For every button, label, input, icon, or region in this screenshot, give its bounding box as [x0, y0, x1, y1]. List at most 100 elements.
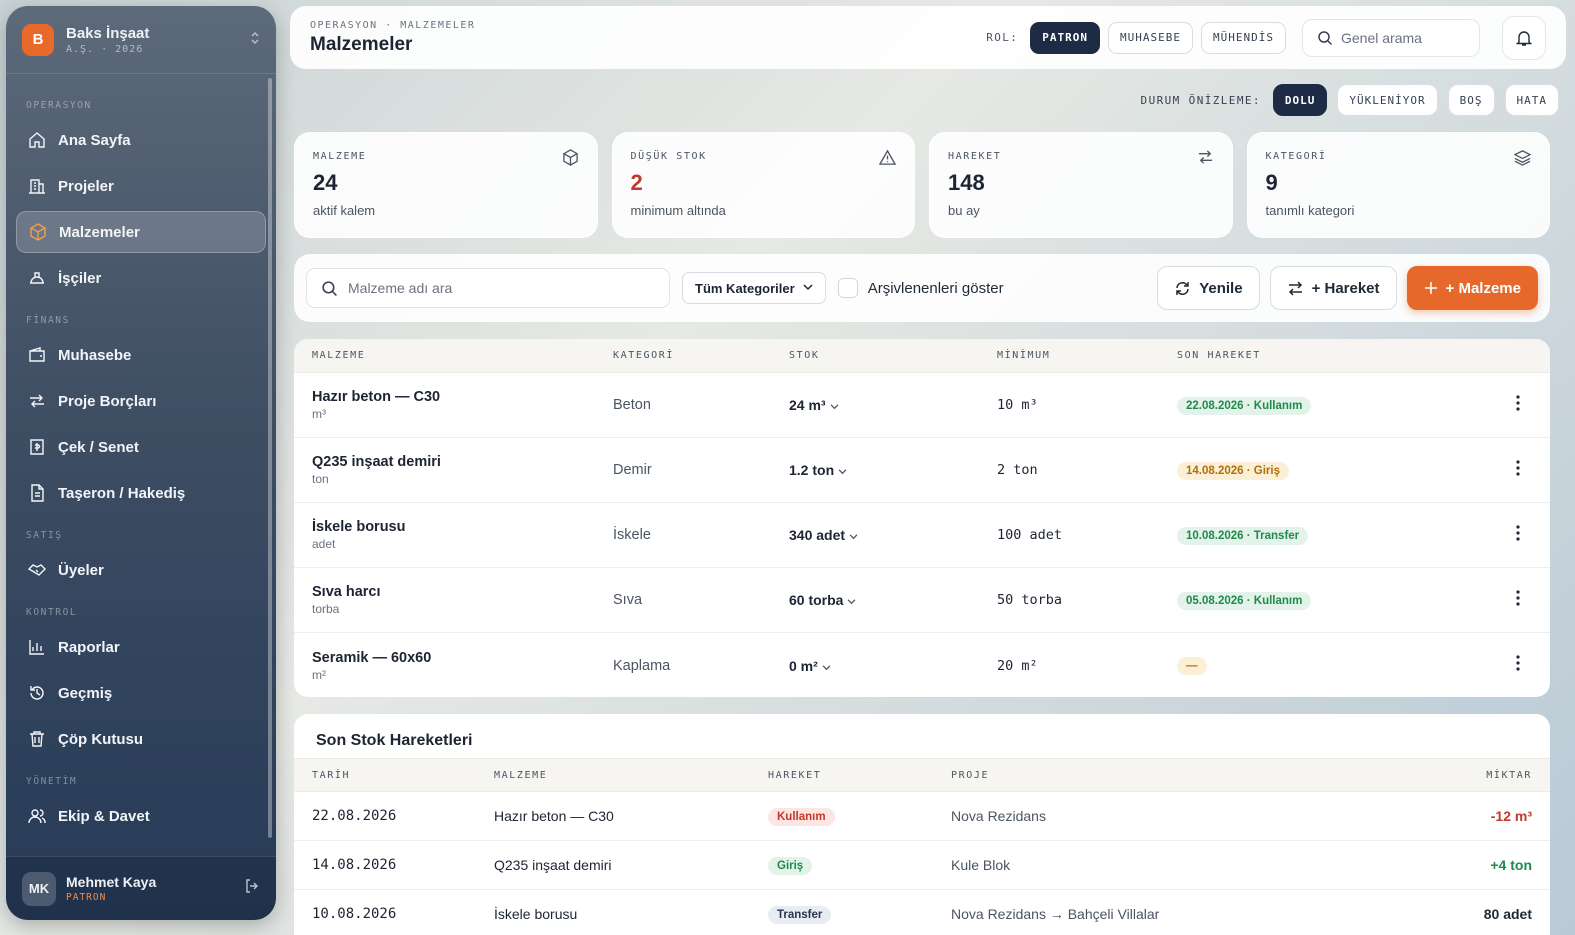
sidebar-item-ana-sayfa[interactable]: Ana Sayfa: [16, 119, 266, 161]
chevron-updown-icon[interactable]: [250, 31, 260, 48]
team-icon: [28, 807, 46, 825]
sidebar-item-proje-borçları[interactable]: Proje Borçları: [16, 380, 266, 422]
wallet-icon: [28, 346, 46, 364]
handshake-icon: [28, 561, 46, 579]
material-cell: İskele borusu adet: [294, 519, 613, 551]
global-search-placeholder: Genel arama: [1341, 29, 1422, 46]
refresh-label: Yenile: [1199, 279, 1243, 297]
sidebar-item-i-şçiler[interactable]: İşçiler: [16, 257, 266, 299]
materials-table-header: MALZEME KATEGORİ STOK MİNİMUM SON HAREKE…: [294, 339, 1550, 373]
table-row[interactable]: Seramik — 60x60 m² Kaplama 0 m² 20 m² —: [294, 633, 1550, 697]
table-row[interactable]: İskele borusu adet İskele 340 adet 100 adet 1…: [294, 503, 1550, 568]
sidebar-item-muhasebe[interactable]: Muhasebe: [16, 334, 266, 376]
movement-row[interactable]: 10.08.2026 İskele borusu Transfer Nova Rezi…: [294, 890, 1550, 935]
state-preview: DURUM ÖNİZLEME: DOLU YÜKLENİYOR BOŞ HATA: [1141, 84, 1559, 116]
user-profile[interactable]: MK Mehmet Kaya PATRON: [6, 856, 276, 920]
category-select[interactable]: Tüm Kategoriler: [682, 272, 826, 304]
preview-state-0-button[interactable]: DOLU: [1272, 84, 1328, 116]
layers-icon: [1513, 149, 1532, 171]
add-material-button[interactable]: + Malzeme: [1406, 266, 1538, 310]
sidebar-item-çöp-kutusu[interactable]: Çöp Kutusu: [16, 718, 266, 760]
movement-amount: +4 ton: [1490, 857, 1532, 873]
role-0-button[interactable]: PATRON: [1030, 21, 1101, 54]
movement-type-badge: Transfer: [768, 905, 832, 924]
movement-material: Q235 inşaat demiri: [494, 857, 612, 873]
chevron-down-icon: [803, 283, 813, 294]
refresh-icon: [1176, 281, 1189, 295]
stat-card: KATEGORİ 9 tanımlı kategori: [1246, 132, 1550, 238]
sidebar-item-malzemeler[interactable]: Malzemeler: [16, 211, 266, 253]
col-minimum: MİNİMUM: [997, 350, 1051, 361]
sidebar-nav: OPERASYON Ana Sayfa Projeler Malzemeler İşçi…: [6, 74, 276, 837]
refresh-button[interactable]: Yenile: [1157, 266, 1260, 310]
last-movement-cell: 22.08.2026 · Kullanım: [1177, 396, 1507, 415]
material-name: Hazır beton — C30: [312, 389, 441, 405]
material-unit: adet: [312, 537, 336, 551]
sidebar-scrollbar[interactable]: [268, 78, 272, 838]
preview-state-1-button[interactable]: YÜKLENİYOR: [1337, 84, 1438, 116]
sidebar-item-geçmiş[interactable]: Geçmiş: [16, 672, 266, 714]
recent-movements: Son Stok Hareketleri TARİH MALZEME HAREK…: [294, 714, 1550, 935]
more-vertical-icon[interactable]: [1516, 589, 1520, 610]
archive-checkbox[interactable]: [837, 278, 858, 298]
stock-value: 1.2 ton: [789, 462, 835, 478]
global-search-input[interactable]: Genel arama: [1302, 18, 1480, 57]
more-vertical-icon[interactable]: [1516, 394, 1520, 415]
movement-type-badge: Giriş: [768, 856, 813, 875]
sidebar-item-üyeler[interactable]: Üyeler: [16, 549, 266, 591]
logout-icon[interactable]: [244, 878, 260, 899]
table-row[interactable]: Sıva harcı torba Sıva 60 torba 50 torba 05.08…: [294, 568, 1550, 633]
notifications-button[interactable]: [1502, 15, 1546, 60]
sidebar-item-label: Raporlar: [58, 638, 120, 656]
role-2-button[interactable]: MÜHENDİS: [1201, 21, 1286, 54]
avatar: MK: [22, 871, 56, 906]
sidebar-item-raporlar[interactable]: Raporlar: [16, 626, 266, 668]
movement-type-cell: Transfer: [768, 905, 951, 924]
stat-card: DÜŞÜK STOK 2 minimum altında: [611, 132, 915, 238]
status-badge: 14.08.2026 · Giriş: [1177, 461, 1289, 480]
material-cell: Seramik — 60x60 m²: [294, 650, 613, 682]
col-amount: MİKTAR: [1486, 769, 1532, 781]
sidebar-item-projeler[interactable]: Projeler: [16, 165, 266, 207]
sidebar-item-ekip-davet[interactable]: Ekip & Davet: [16, 795, 266, 837]
preview-state-2-button[interactable]: BOŞ: [1447, 84, 1495, 116]
stock-dropdown[interactable]: 60 torba: [789, 592, 997, 608]
chevron-down-icon: [847, 597, 856, 607]
sidebar-item-taşeron-hakediş[interactable]: Taşeron / Hakediş: [16, 472, 266, 514]
stat-label: DÜŞÜK STOK: [630, 151, 707, 162]
more-vertical-icon[interactable]: [1516, 459, 1520, 480]
stat-value: 2: [630, 170, 643, 195]
brand-name: Baks İnşaat: [66, 24, 150, 42]
stock-dropdown[interactable]: 0 m²: [789, 658, 997, 674]
stock-dropdown[interactable]: 1.2 ton: [789, 462, 997, 478]
material-cell: Q235 inşaat demiri ton: [294, 454, 613, 486]
more-vertical-icon[interactable]: [1516, 524, 1520, 545]
stat-label: HAREKET: [948, 151, 1002, 162]
preview-state-3-button[interactable]: HATA: [1504, 84, 1559, 116]
sidebar-item-label: Ana Sayfa: [58, 131, 131, 149]
warning-icon: [878, 149, 897, 171]
stock-value: 60 torba: [789, 592, 844, 608]
swap-icon: [1288, 280, 1302, 296]
stock-dropdown[interactable]: 24 m³: [789, 397, 997, 413]
add-movement-button[interactable]: + Hareket: [1269, 266, 1397, 310]
material-search-input[interactable]: Malzeme adı ara: [306, 268, 670, 308]
sidebar-item-çek-senet[interactable]: Çek / Senet: [16, 426, 266, 468]
stock-value: 24 m³: [789, 397, 826, 413]
col-category: KATEGORİ: [613, 350, 674, 361]
material-name: Q235 inşaat demiri: [312, 454, 441, 470]
brand-switcher[interactable]: B Baks İnşaat A.Ş. · 2026: [6, 6, 276, 74]
archive-toggle[interactable]: Arşivlenenleri göster: [837, 278, 1004, 298]
role-1-button[interactable]: MUHASEBE: [1108, 21, 1194, 54]
sidebar: B Baks İnşaat A.Ş. · 2026 OPERASYON Ana S…: [6, 6, 276, 920]
movements-table-header: TARİH MALZEME HAREKET PROJE MİKTAR: [294, 758, 1550, 792]
stock-dropdown[interactable]: 340 adet: [789, 527, 997, 543]
table-row[interactable]: Q235 inşaat demiri ton Demir 1.2 ton 2 ton 14…: [294, 438, 1550, 503]
movement-row[interactable]: 22.08.2026 Hazır beton — C30 Kullanım Nova …: [294, 792, 1550, 841]
material-cell: Hazır beton — C30 m³: [294, 389, 613, 421]
table-row[interactable]: Hazır beton — C30 m³ Beton 24 m³ 10 m³ 22.08.…: [294, 373, 1550, 438]
movement-row[interactable]: 14.08.2026 Q235 inşaat demiri Giriş Kule Bl…: [294, 841, 1550, 890]
more-vertical-icon[interactable]: [1516, 655, 1520, 675]
row-actions: [1507, 655, 1550, 676]
last-movement-cell: 14.08.2026 · Giriş: [1177, 461, 1507, 480]
